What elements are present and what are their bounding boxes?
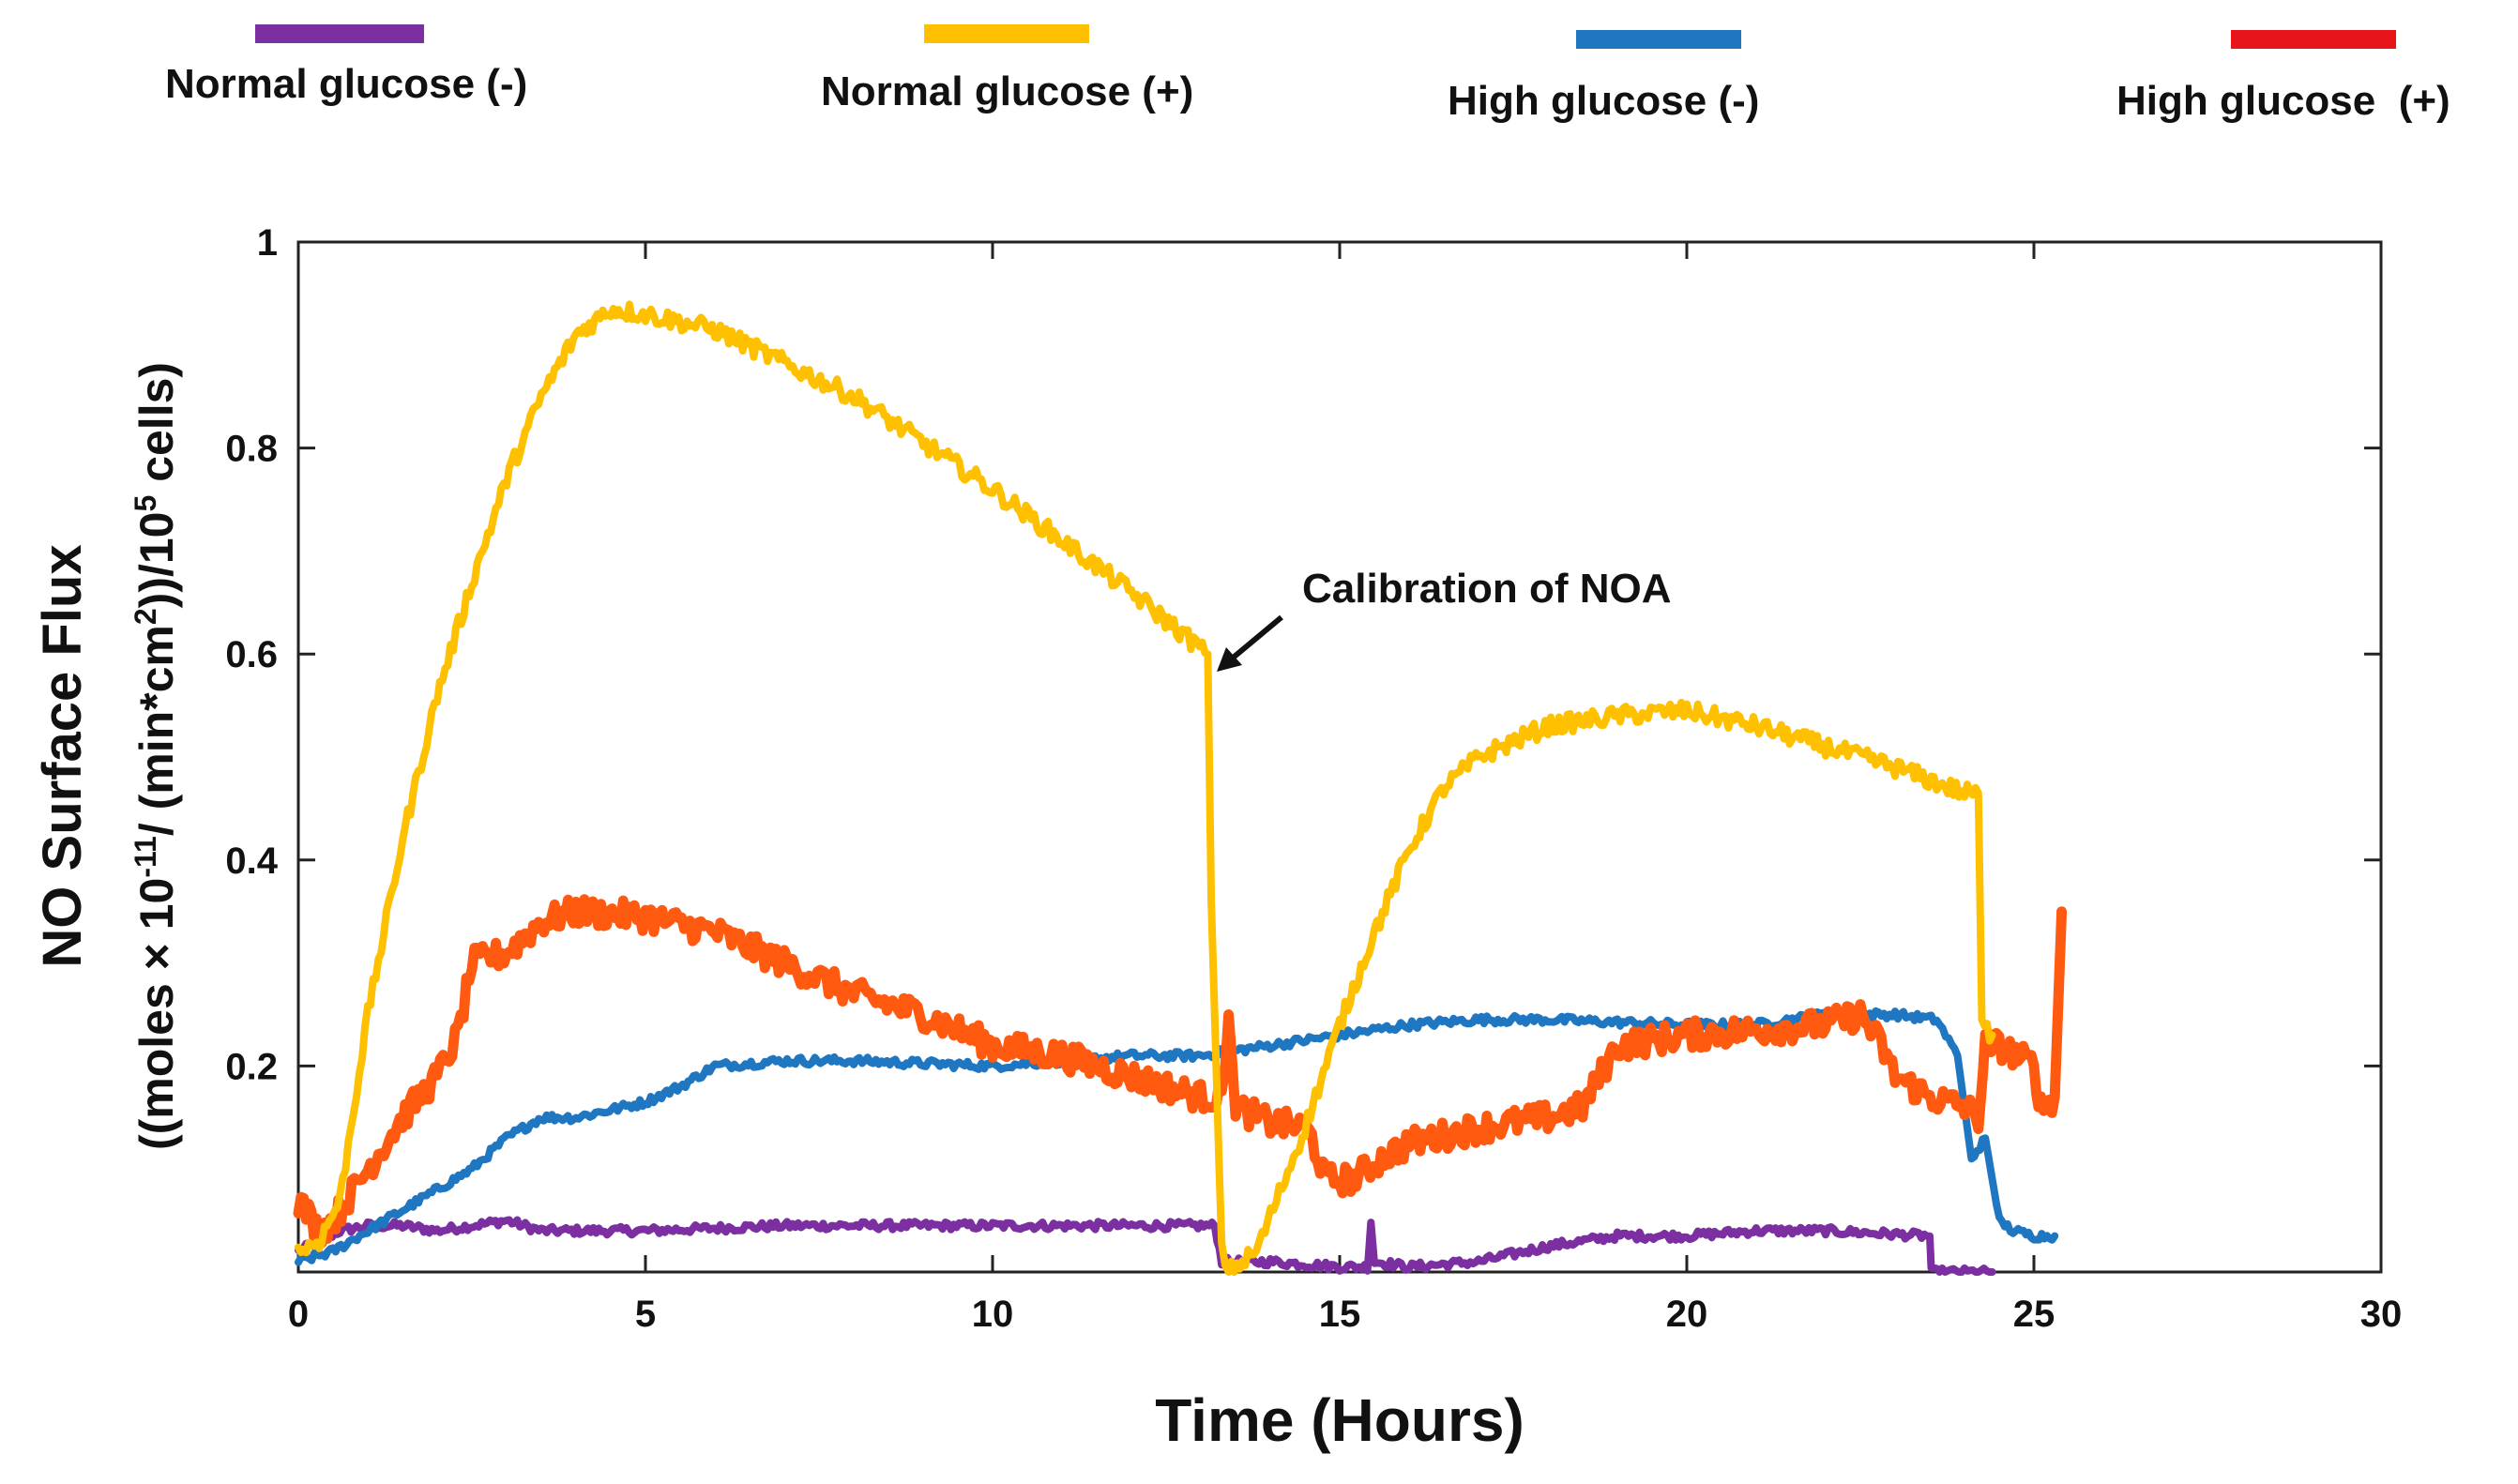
legend-label-high-glucose-plus: High glucose (+) [2116, 78, 2450, 124]
x-tick-label: 30 [2360, 1294, 2403, 1335]
y-tick-label: 0.2 [225, 1046, 278, 1087]
x-tick-label: 25 [2013, 1294, 2055, 1335]
y-axis-title-line1: NO Surface Flux [32, 544, 93, 967]
y-title-sup-3: 5 [129, 495, 162, 512]
series-lines [293, 300, 2068, 1276]
y-title-part-1: ((moles × 10 [130, 878, 183, 1150]
annotation-arrow-head [1217, 647, 1242, 672]
plot-area-frame [296, 240, 2383, 1274]
y-title-part-3: ))/10 [130, 511, 183, 608]
x-axis-title: Time (Hours) [1155, 1386, 1524, 1454]
series-line-normal-glucose-plus [295, 300, 1996, 1276]
axis-tick-labels: 0 5 10 15 20 25 30 0.2 0.4 0.6 0.8 1 [225, 222, 2402, 1335]
y-axis-title-units: ((moles × 10-11/ (min*cm2))/105 cells) [129, 362, 183, 1150]
x-tick-label: 20 [1666, 1294, 1708, 1335]
y-title-sup-2: 2 [129, 608, 162, 625]
legend-entry-high-glucose-minus: High glucose (-) [1448, 30, 1759, 124]
y-title-sup-1: -11 [129, 836, 162, 877]
series-line-high-glucose-minus [295, 1007, 2059, 1266]
series-line-normal-glucose-minus [295, 1216, 1996, 1276]
legend-swatch-normal-glucose-minus [255, 24, 424, 43]
legend-label-normal-glucose-plus: Normal glucose (+) [821, 68, 1193, 114]
legend-label-high-glucose-minus: High glucose (-) [1448, 78, 1759, 124]
legend-swatch-high-glucose-minus [1576, 30, 1741, 49]
legend-swatch-high-glucose-plus [2231, 30, 2396, 49]
y-tick-label: 0.8 [225, 429, 278, 470]
legend-entry-normal-glucose-plus: Normal glucose (+) [821, 24, 1193, 114]
y-title-part-4: cells) [130, 362, 183, 495]
x-tick-label: 0 [288, 1294, 309, 1335]
legend-swatch-normal-glucose-plus [924, 24, 1089, 43]
legend: Normal glucose (-) Normal glucose (+) Hi… [165, 24, 2450, 124]
annotation-arrow-shaft [1229, 614, 1283, 662]
y-title-part-2: / (min*cm [130, 625, 183, 836]
x-tick-label: 5 [635, 1294, 656, 1335]
calibration-annotation: Calibration of NOA [1217, 566, 1672, 672]
legend-label-normal-glucose-minus: Normal glucose (-) [165, 61, 527, 107]
series-line-high-glucose-plus [293, 894, 2068, 1249]
y-axis-title-line2: ((moles × 10-11/ (min*cm2))/105 cells) [129, 362, 183, 1150]
y-tick-label: 1 [257, 222, 278, 264]
legend-entry-high-glucose-plus: High glucose (+) [2116, 30, 2450, 124]
y-axis-title: NO Surface Flux [32, 544, 93, 967]
x-tick-label: 10 [972, 1294, 1014, 1335]
axis-ticks [296, 240, 2383, 1272]
y-tick-label: 0.4 [225, 840, 278, 882]
x-tick-label: 15 [1319, 1294, 1361, 1335]
annotation-label: Calibration of NOA [1302, 566, 1672, 612]
y-tick-label: 0.6 [225, 634, 278, 675]
legend-entry-normal-glucose-minus: Normal glucose (-) [165, 24, 527, 107]
